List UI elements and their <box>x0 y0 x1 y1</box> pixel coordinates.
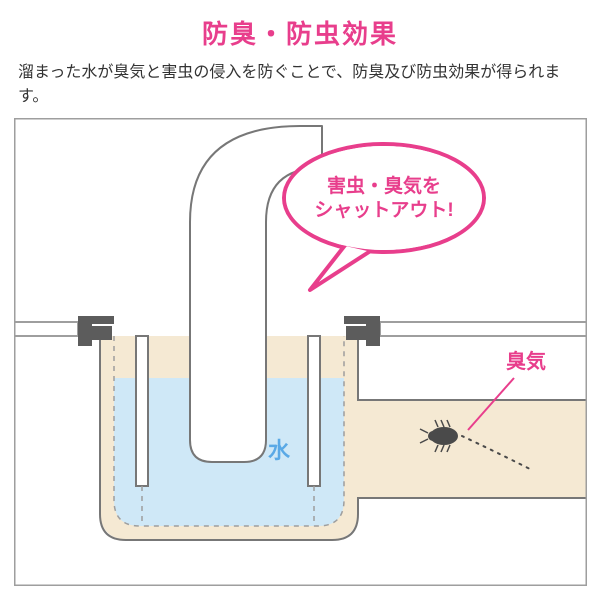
svg-text:水: 水 <box>268 438 291 463</box>
page-title: 防臭・防虫効果 <box>0 0 600 61</box>
drain-diagram: 害虫・臭気をシャットアウト! 水 臭気 <box>14 118 587 586</box>
description: 溜まった水が臭気と害虫の侵入を防ぐことで、防臭及び防虫効果が得られます。 <box>0 61 600 121</box>
svg-text:臭気: 臭気 <box>506 349 546 373</box>
svg-text:害虫・臭気を: 害虫・臭気を <box>327 174 441 197</box>
svg-text:シャットアウト!: シャットアウト! <box>314 199 453 221</box>
